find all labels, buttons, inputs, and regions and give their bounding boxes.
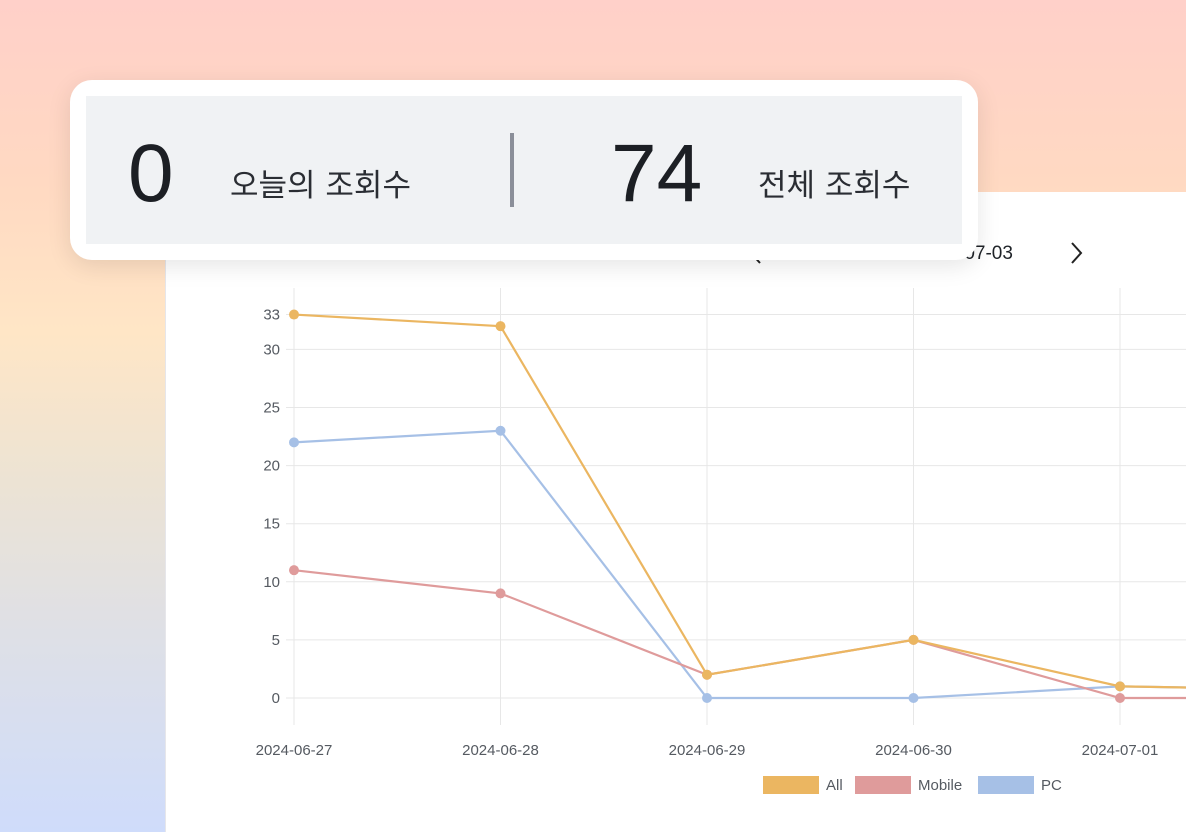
y-tick-label: 0 <box>272 690 280 707</box>
data-point-mobile[interactable] <box>495 588 506 599</box>
chart-legend: All Mobile PC <box>763 776 1062 794</box>
total-views-label: 전체 조회수 <box>758 168 911 204</box>
x-tick-label: 2024-06-27 <box>256 742 333 759</box>
y-tick-label: 20 <box>263 458 280 475</box>
y-tick-label: 30 <box>263 341 280 358</box>
data-point-all[interactable] <box>1115 681 1125 692</box>
data-point-pc[interactable] <box>702 693 712 703</box>
data-point-all[interactable] <box>495 321 506 332</box>
next-range-button[interactable] <box>1066 240 1088 266</box>
x-axis: 2024-06-27 2024-06-28 2024-06-29 2024-06-30… <box>256 742 1159 759</box>
legend-label-mobile[interactable]: Mobile <box>918 777 962 794</box>
legend-swatch-mobile <box>855 776 911 794</box>
view-stats-card: 0 오늘의 조회수 74 전체 조회수 <box>70 80 978 260</box>
series-line-mobile <box>293 569 1186 700</box>
stats-divider <box>510 133 514 207</box>
data-point-all[interactable] <box>908 634 919 645</box>
legend-label-pc[interactable]: PC <box>1041 777 1062 794</box>
y-tick-label: 33 <box>263 307 280 324</box>
total-views-count: 74 <box>611 128 703 219</box>
x-tick-label: 2024-07-01 <box>1082 742 1159 759</box>
legend-swatch-all <box>763 776 819 794</box>
x-tick-label: 2024-06-29 <box>669 742 746 759</box>
data-point-all[interactable] <box>289 309 299 320</box>
legend-label-all[interactable]: All <box>826 777 843 794</box>
y-tick-label: 25 <box>263 400 280 417</box>
chart-grid <box>286 288 1186 725</box>
data-point-pc[interactable] <box>908 693 919 703</box>
y-axis: 0 5 10 15 20 25 30 33 <box>263 307 280 707</box>
data-point-pc[interactable] <box>495 425 506 436</box>
today-views-count: 0 <box>128 128 174 219</box>
y-tick-label: 10 <box>263 574 280 591</box>
data-point-all[interactable] <box>702 669 712 680</box>
legend-swatch-pc <box>978 776 1034 794</box>
x-tick-label: 2024-06-28 <box>462 742 539 759</box>
y-tick-label: 15 <box>263 516 280 533</box>
y-tick-label: 5 <box>272 632 280 649</box>
series-line-pc <box>293 429 1186 700</box>
chart-series <box>289 309 1186 703</box>
data-point-mobile[interactable] <box>289 565 299 576</box>
view-stats-inner: 0 오늘의 조회수 74 전체 조회수 <box>86 96 962 244</box>
chart-panel <box>165 192 1186 832</box>
x-tick-label: 2024-06-30 <box>875 742 952 759</box>
data-point-mobile[interactable] <box>1115 693 1125 703</box>
series-line-all <box>293 313 1186 689</box>
today-views-label: 오늘의 조회수 <box>230 168 411 204</box>
chevron-right-icon <box>1071 242 1083 264</box>
data-point-pc[interactable] <box>289 437 299 448</box>
